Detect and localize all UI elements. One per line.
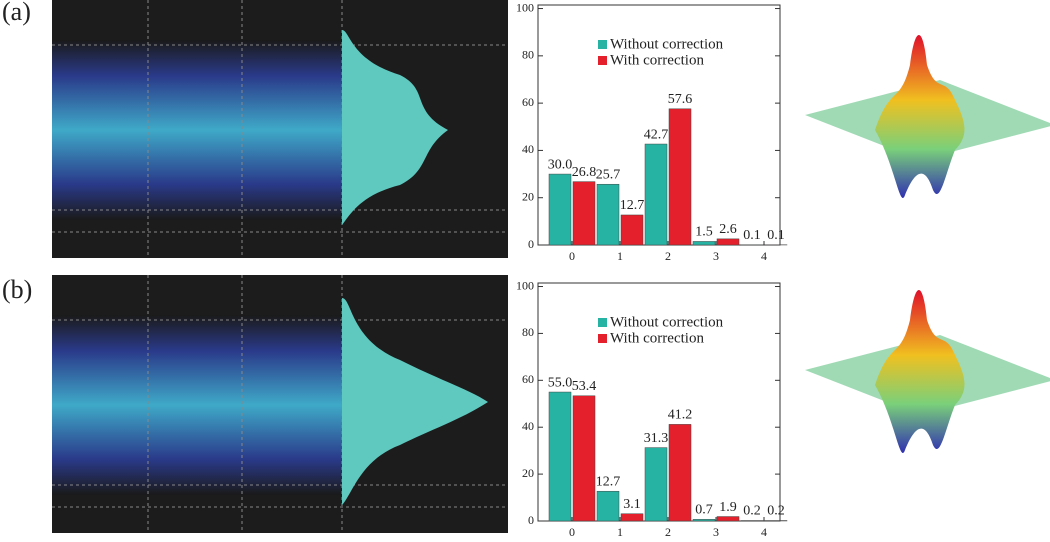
legend-label: With correction (610, 52, 704, 68)
legend-swatch (598, 56, 607, 65)
value-label: 0.1 (767, 228, 785, 243)
y-tick-label: 100 (516, 278, 534, 292)
value-label: 1.5 (695, 225, 713, 240)
x-tick-label: 0 (569, 249, 575, 263)
x-tick-label: 2 (665, 249, 671, 263)
y-tick-label: 0 (528, 237, 534, 251)
y-tick-label: 0 (528, 513, 534, 527)
y-tick-label: 100 (516, 0, 534, 14)
y-tick-label: 60 (522, 95, 534, 109)
value-label: 26.8 (572, 165, 597, 180)
bar (692, 241, 716, 246)
legend-swatch (598, 40, 607, 49)
y-tick-label: 80 (522, 325, 534, 339)
bar (572, 395, 596, 522)
x-tick-label: 0 (569, 525, 575, 539)
value-label: 12.7 (596, 474, 621, 489)
y-tick-label: 40 (522, 142, 534, 156)
bar (692, 519, 716, 522)
panel-label: (a) (2, 0, 31, 26)
x-tick-label: 4 (761, 525, 767, 539)
x-tick-label: 3 (713, 525, 719, 539)
value-label: 55.0 (548, 375, 573, 390)
bar (716, 238, 740, 246)
y-tick-label: 20 (522, 466, 534, 480)
y-tick-label: 60 (522, 372, 534, 386)
value-label: 2.6 (719, 222, 737, 237)
bar (668, 108, 692, 246)
bar (644, 143, 668, 246)
y-tick-label: 80 (522, 48, 534, 62)
x-tick-label: 1 (617, 249, 623, 263)
x-tick-label: 1 (617, 525, 623, 539)
legend-swatch (598, 334, 607, 343)
value-label: 1.9 (719, 500, 737, 515)
legend-swatch (598, 318, 607, 327)
x-tick-label: 2 (665, 525, 671, 539)
surface-plot (805, 290, 1050, 453)
value-label: 0.1 (743, 228, 761, 243)
value-label: 0.2 (743, 504, 761, 519)
value-label: 30.0 (548, 157, 573, 172)
value-label: 12.7 (620, 198, 645, 213)
bar (716, 516, 740, 522)
bar (644, 447, 668, 522)
bar (548, 173, 572, 246)
value-label: 0.7 (695, 503, 713, 518)
value-label: 31.3 (644, 431, 669, 446)
panel-label: (b) (2, 275, 32, 304)
value-label: 53.4 (572, 379, 597, 394)
bar (596, 183, 620, 246)
legend-label: Without correction (610, 36, 724, 52)
y-tick-label: 40 (522, 419, 534, 433)
surface-plot (805, 35, 1050, 198)
x-tick-label: 3 (713, 249, 719, 263)
legend-label: Without correction (610, 314, 724, 330)
histogram-profile (342, 30, 448, 225)
value-label: 25.7 (596, 167, 621, 182)
value-label: 3.1 (623, 497, 641, 512)
value-label: 42.7 (644, 127, 669, 142)
bar (596, 490, 620, 522)
bar (620, 513, 644, 522)
bar (668, 424, 692, 522)
value-label: 0.2 (767, 504, 785, 519)
legend-label: With correction (610, 330, 704, 346)
y-tick-label: 20 (522, 189, 534, 203)
value-label: 57.6 (668, 92, 693, 107)
bar (620, 214, 644, 246)
bar (572, 181, 596, 246)
bar (548, 391, 572, 522)
histogram-profile (342, 298, 488, 505)
value-label: 41.2 (668, 408, 693, 423)
x-tick-label: 4 (761, 249, 767, 263)
